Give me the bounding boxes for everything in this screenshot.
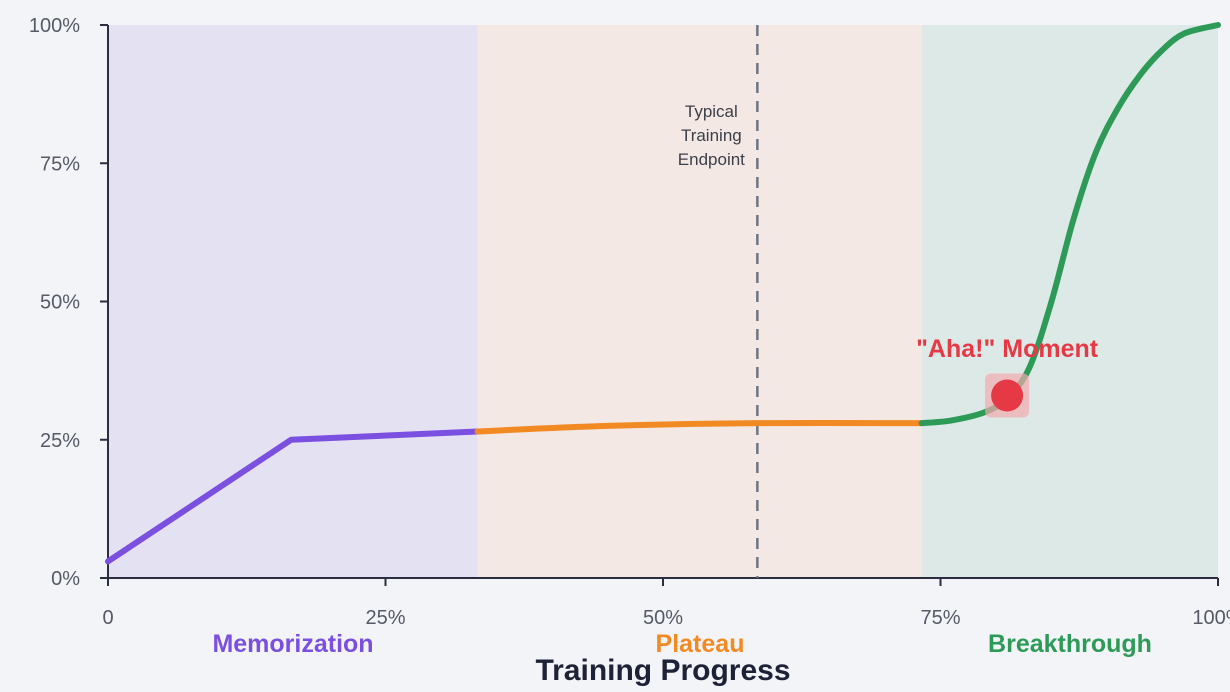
y-tick-label: 25% [40, 430, 80, 452]
series-line-breakthrough [918, 22, 1221, 427]
phase-label-breakthrough: Breakthrough [988, 630, 1152, 658]
x-tick-label: 0 [102, 607, 113, 629]
training-endpoint-label: Training [681, 126, 742, 145]
phase-label-memorization: Memorization [212, 630, 373, 658]
phase-label-plateau: Plateau [656, 630, 745, 658]
x-tick-label: 25% [365, 607, 405, 629]
y-tick-label: 50% [40, 292, 80, 314]
phase-band-memorization [108, 25, 478, 578]
x-tick-label: 50% [643, 607, 683, 629]
aha-marker-point [991, 379, 1024, 412]
y-tick-label: 100% [29, 15, 80, 37]
y-tick-label: 0% [51, 568, 80, 590]
aha-moment-label: "Aha!" Moment [916, 335, 1099, 363]
training-endpoint-label: Typical [685, 102, 738, 121]
training-endpoint-label: Endpoint [678, 150, 745, 169]
series-line-memorization [105, 428, 481, 565]
phase-band-breakthrough [921, 25, 1218, 578]
x-tick-label: 75% [920, 607, 960, 629]
y-tick-label: 75% [40, 153, 80, 175]
x-axis-title: Training Progress [535, 654, 790, 687]
phase-band-plateau [477, 25, 922, 578]
series-line-plateau [474, 419, 925, 435]
x-tick-label: 100% [1192, 607, 1230, 629]
